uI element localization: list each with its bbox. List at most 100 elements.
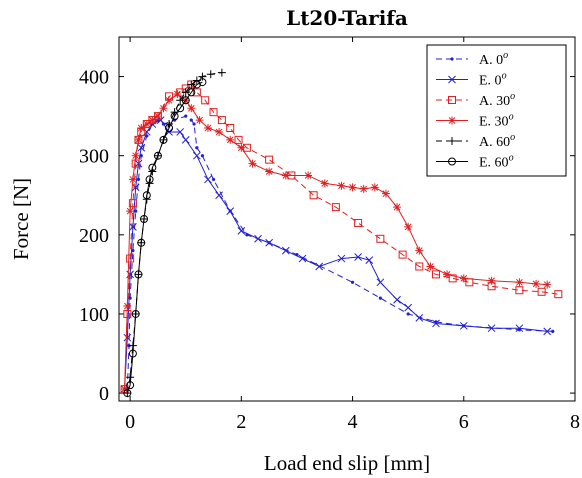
data-point (309, 191, 318, 200)
data-point (226, 207, 235, 215)
data-point (443, 270, 452, 279)
data-point (315, 262, 324, 271)
data-point (393, 203, 402, 212)
legend-item: E. 30o (436, 112, 514, 130)
data-point (376, 234, 385, 243)
data-point (126, 381, 135, 390)
data-point (234, 135, 243, 144)
data-point (378, 296, 382, 300)
data-point (201, 96, 210, 105)
x-tick-label: 0 (125, 411, 135, 433)
data-point (140, 215, 149, 223)
legend-label-sup: o (510, 91, 515, 102)
data-point (184, 114, 188, 118)
data-point (415, 246, 424, 255)
data-point (126, 254, 135, 263)
data-point (128, 175, 137, 184)
legend-label-text: E. 0 (479, 74, 502, 89)
data-point (426, 262, 435, 271)
data-point (193, 151, 201, 160)
data-point (153, 151, 162, 160)
series-3 (120, 89, 552, 394)
data-point (187, 80, 196, 89)
data-point (176, 128, 185, 136)
data-point (226, 135, 235, 144)
data-point (348, 183, 357, 192)
series-line (124, 83, 559, 390)
data-point (404, 222, 413, 231)
data-point (209, 108, 218, 117)
legend-label: A. 0o (479, 50, 508, 68)
data-point (192, 80, 201, 89)
data-point (465, 278, 474, 287)
data-point (320, 179, 329, 188)
series-1 (120, 116, 552, 393)
series-line (124, 93, 548, 390)
x-tick-label: 2 (236, 411, 246, 433)
legend-label-text: A. 0 (479, 53, 503, 68)
series-line (126, 81, 203, 394)
data-point (532, 279, 541, 288)
data-point (370, 183, 379, 192)
axis-ticks: 0 2 4 6 8 0 100 200 300 400 (79, 37, 580, 433)
data-point (192, 122, 196, 126)
data-point (515, 278, 524, 287)
data-point (187, 88, 196, 97)
legend-item: E. 60o (436, 153, 514, 171)
data-point (459, 321, 468, 330)
data-point (354, 253, 362, 261)
legend-label-text: A. 30 (479, 94, 510, 109)
data-point (331, 203, 340, 212)
legend-label: E. 30o (479, 112, 514, 130)
data-point (415, 314, 424, 322)
y-tick-label: 100 (79, 304, 109, 326)
data-point (211, 177, 216, 182)
data-point (126, 207, 135, 216)
data-point (123, 389, 132, 398)
data-point (142, 120, 151, 129)
legend-marker (448, 157, 456, 166)
legend-label-sup: o (509, 112, 514, 123)
data-point (354, 218, 363, 227)
x-axis-label: Load end slip [mm] (264, 451, 430, 475)
data-point (448, 274, 457, 283)
data-point (515, 324, 524, 333)
x-tick-label: 4 (348, 411, 358, 433)
legend-label-sup: o (510, 132, 515, 143)
data-point (176, 96, 185, 105)
data-point (415, 262, 424, 271)
data-point (136, 177, 141, 182)
data-point (459, 274, 468, 283)
data-point (181, 96, 190, 105)
data-point (134, 159, 143, 168)
data-point (226, 124, 235, 132)
data-point (281, 171, 290, 180)
data-point (298, 254, 307, 263)
data-point (237, 227, 246, 235)
data-point (131, 151, 140, 160)
data-point (159, 135, 168, 144)
data-point (543, 327, 552, 336)
legend-item: A. 30o (436, 91, 515, 109)
legend-marker (448, 75, 456, 84)
data-point (432, 319, 440, 328)
data-point (123, 333, 132, 342)
y-tick-label: 0 (99, 383, 109, 405)
y-tick-label: 200 (79, 225, 109, 247)
data-point (170, 112, 179, 121)
data-point (173, 89, 182, 98)
y-axis-label: Force [N] (9, 178, 33, 260)
data-point (304, 171, 313, 180)
y-tick-label: 400 (79, 67, 109, 89)
data-point (195, 146, 199, 150)
data-point (215, 127, 224, 136)
data-point (265, 238, 273, 247)
plot-frame (118, 36, 576, 402)
data-point (165, 96, 174, 105)
data-point (198, 78, 207, 87)
data-point (131, 309, 140, 318)
data-point (398, 250, 407, 259)
data-point (120, 385, 129, 394)
